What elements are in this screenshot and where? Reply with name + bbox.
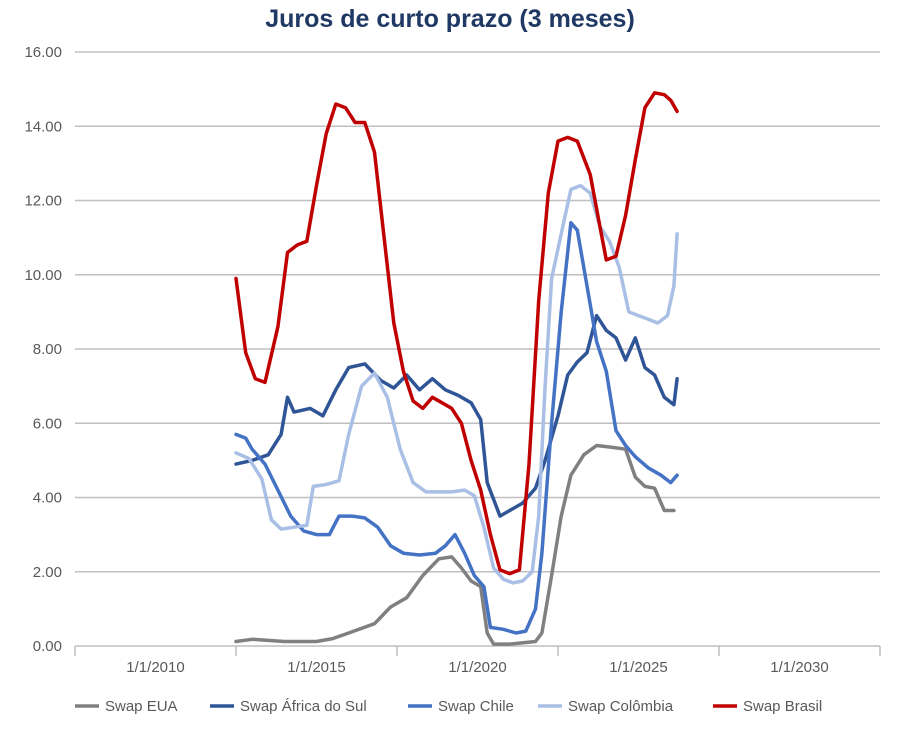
x-tick-label: 1/1/2010 xyxy=(126,659,184,676)
y-tick-label: 12.00 xyxy=(24,193,62,210)
y-tick-label: 14.00 xyxy=(24,118,62,135)
x-tick-label: 1/1/2025 xyxy=(609,659,667,676)
y-tick-label: 4.00 xyxy=(33,490,62,507)
y-tick-label: 10.00 xyxy=(24,267,62,284)
y-tick-label: 6.00 xyxy=(33,415,62,432)
x-axis: 1/1/2010 1/1/2015 1/1/2020 1/1/2025 1/1/2030 xyxy=(74,645,881,676)
x-tick-label: 1/1/2015 xyxy=(287,659,345,676)
y-tick-label: 0.00 xyxy=(33,638,62,655)
legend-label: Swap África do Sul xyxy=(240,698,367,715)
series-line-0 xyxy=(234,443,676,646)
chart-title: Juros de curto prazo (3 meses) xyxy=(265,5,635,33)
gridlines xyxy=(75,51,880,573)
y-tick-label: 2.00 xyxy=(33,564,62,581)
series-line-1 xyxy=(234,313,679,518)
series-line-3 xyxy=(234,183,679,585)
legend: Swap EUA Swap África do Sul Swap Chile Swap… xyxy=(75,698,822,715)
x-tick-label: 1/1/2020 xyxy=(448,659,506,676)
series-line-2 xyxy=(234,221,679,635)
series-lines xyxy=(234,91,679,646)
series-line-4 xyxy=(234,91,679,576)
legend-label: Swap Colômbia xyxy=(568,698,674,715)
y-tick-label: 16.00 xyxy=(24,44,62,61)
legend-label: Swap Brasil xyxy=(743,698,822,715)
y-axis-tick-labels: 0.00 2.00 4.00 6.00 8.00 10.00 12.00 14.00 16.00 xyxy=(24,44,62,655)
legend-label: Swap Chile xyxy=(438,698,514,715)
legend-label: Swap EUA xyxy=(105,698,178,715)
y-tick-label: 8.00 xyxy=(33,341,62,358)
x-tick-label: 1/1/2030 xyxy=(770,659,828,676)
